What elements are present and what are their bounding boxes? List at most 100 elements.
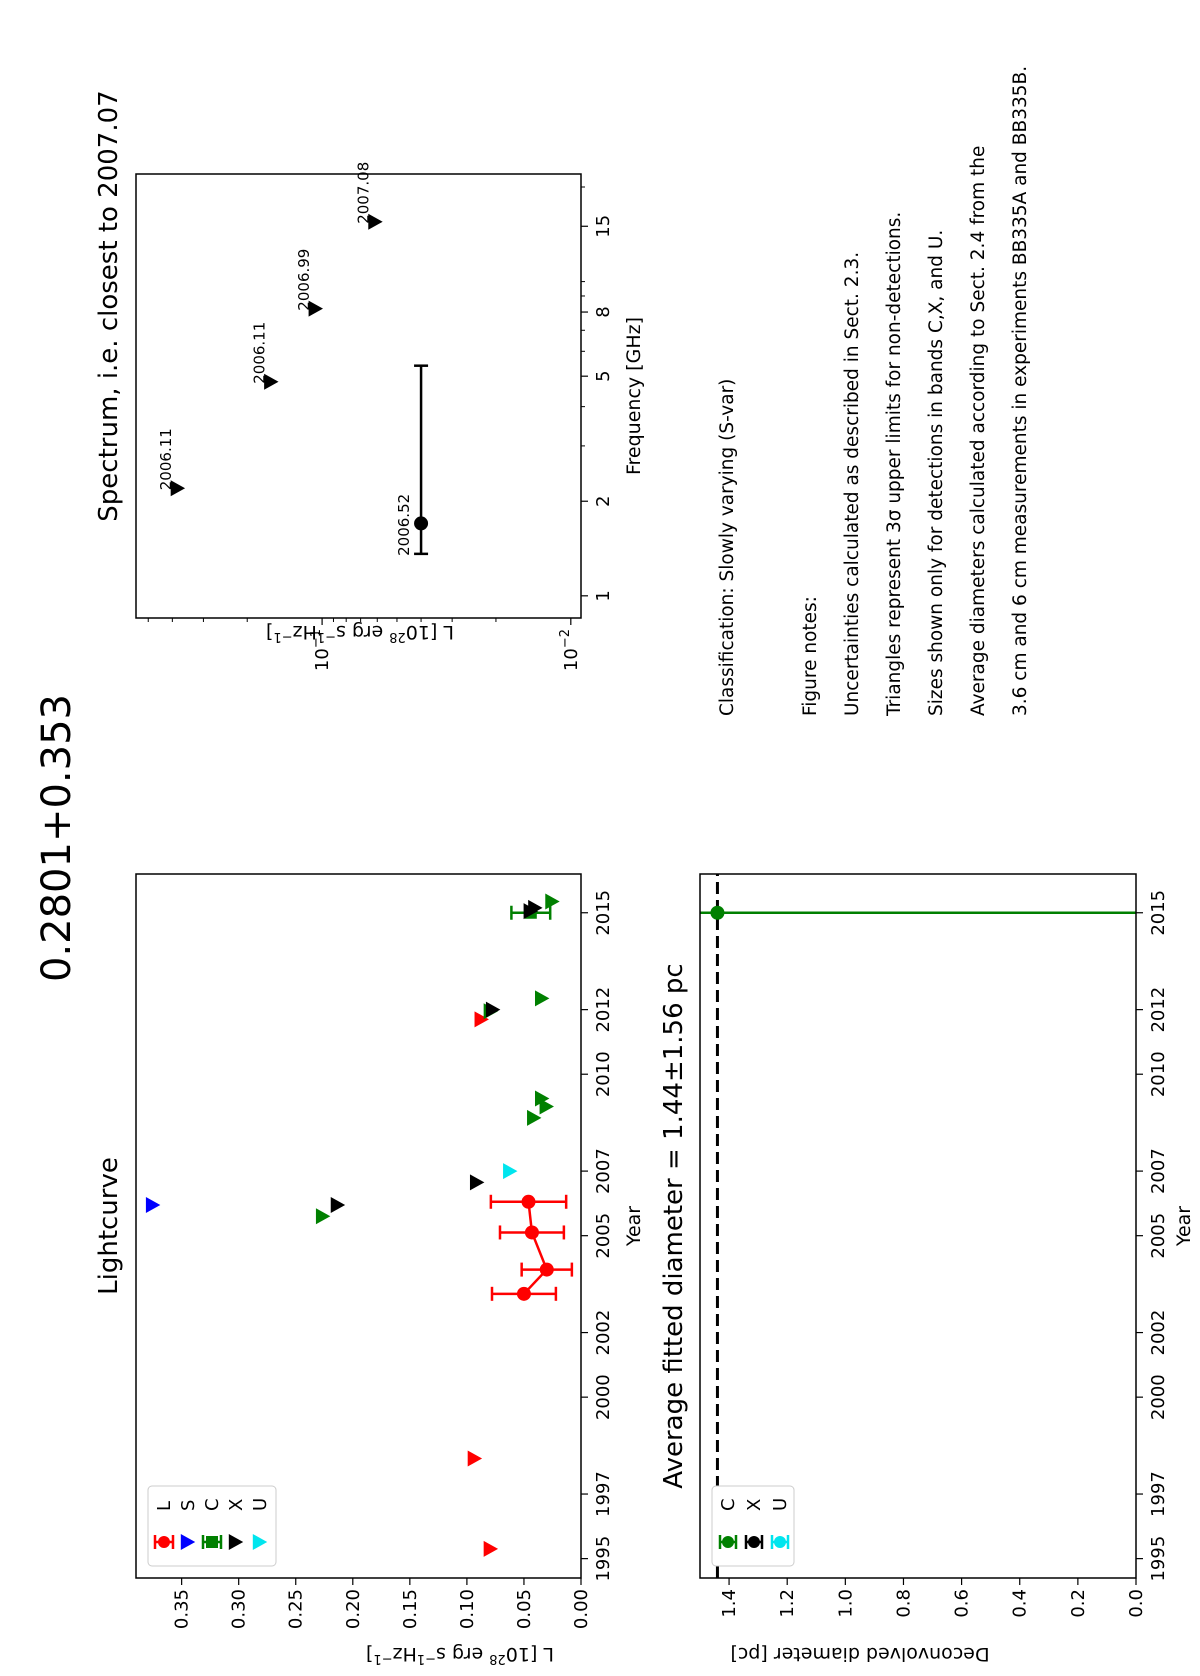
diameter-ytick-label: 0.2 bbox=[1068, 1589, 1089, 1618]
legend-X-label: X bbox=[226, 1499, 247, 1511]
diameter-legend-C-marker bbox=[722, 1536, 734, 1548]
svg-text:L [1028 erg s−1Hz−1]: L [1028 erg s−1Hz−1] bbox=[266, 621, 454, 644]
spectrum-xtick-label: 8 bbox=[593, 306, 614, 317]
lightcurve-xtick-label: 2015 bbox=[593, 890, 614, 936]
lightcurve-legend-box bbox=[147, 1485, 277, 1567]
diameter-ytick-label: 1.2 bbox=[777, 1589, 798, 1618]
spectrum-upper-limit bbox=[308, 300, 323, 317]
lightcurve-xtick-label: 2002 bbox=[593, 1310, 614, 1356]
series-L-upper-limit bbox=[467, 1450, 483, 1467]
diameter-xtick-label: 2002 bbox=[1148, 1310, 1169, 1356]
spectrum-epoch-label: 2006.11 bbox=[157, 428, 175, 490]
legend-C-label: C bbox=[202, 1498, 223, 1511]
series-L-point bbox=[539, 1262, 554, 1277]
diameter-ytick-label: 1.0 bbox=[835, 1589, 856, 1618]
legend-C-marker bbox=[206, 1536, 218, 1548]
series-C-upper-limit bbox=[545, 893, 560, 910]
spectrum-upper-limit bbox=[264, 373, 279, 390]
spectrum-epoch-label: 2007.08 bbox=[354, 162, 372, 224]
diameter-xtick-label: 2000 bbox=[1148, 1374, 1169, 1420]
diameter-legend-X-label: X bbox=[744, 1499, 765, 1511]
spectrum-epoch-label: 2006.99 bbox=[295, 249, 313, 311]
series-C-upper-limit bbox=[315, 1208, 331, 1225]
lightcurve-ytick-label: 0.25 bbox=[286, 1589, 307, 1629]
diameter-legend-U-label: U bbox=[770, 1498, 791, 1511]
series-C-upper-limit bbox=[539, 1098, 554, 1115]
series-C-upper-limit bbox=[535, 990, 550, 1007]
spectrum-xtick-label: 5 bbox=[593, 370, 614, 381]
legend-U-marker bbox=[252, 1534, 268, 1550]
diameter-xtick-label: 2012 bbox=[1148, 987, 1169, 1033]
lightcurve-ytick-label: 0.15 bbox=[400, 1589, 421, 1629]
classification-text: Classification: Slowly varying (S-var) bbox=[717, 379, 738, 716]
diameter-title: Average fitted diameter = 1.44±1.56 pc bbox=[659, 963, 689, 1488]
diameter-legend-box bbox=[711, 1485, 795, 1567]
diameter-xtick-label: 1997 bbox=[1148, 1471, 1169, 1517]
diameter-ytick-label: 0.6 bbox=[952, 1589, 973, 1618]
series-L-point bbox=[516, 1286, 531, 1301]
series-L-line bbox=[523, 1201, 549, 1295]
spectrum-frame bbox=[135, 173, 582, 619]
lightcurve-xlabel: Year bbox=[623, 1206, 645, 1247]
lightcurve-ytick-label: 0.00 bbox=[571, 1589, 592, 1629]
lightcurve-xtick-label: 2005 bbox=[593, 1213, 614, 1259]
svg-text:L [1028 erg s−1Hz−1]: L [1028 erg s−1Hz−1] bbox=[366, 1643, 554, 1666]
legend-L-label: L bbox=[154, 1501, 175, 1511]
lightcurve-ytick-label: 0.10 bbox=[457, 1589, 478, 1629]
spectrum-title: Spectrum, i.e. closest to 2007.07 bbox=[94, 90, 124, 521]
legend-U-label: U bbox=[250, 1498, 271, 1511]
diameter-ytick-label: 1.4 bbox=[719, 1589, 740, 1618]
lightcurve-xtick-label: 1997 bbox=[593, 1471, 614, 1517]
lightcurve-xtick-label: 2000 bbox=[593, 1374, 614, 1420]
diameter-xtick-label: 2010 bbox=[1148, 1051, 1169, 1097]
series-L-point bbox=[524, 1225, 539, 1240]
diameter-ytick-label: 0.8 bbox=[893, 1589, 914, 1618]
spectrum-epoch-label: 2006.52 bbox=[395, 494, 413, 556]
spectrum-xtick-label: 2 bbox=[593, 496, 614, 507]
legend-X-marker bbox=[228, 1534, 244, 1550]
diameter-frame bbox=[699, 873, 1137, 1579]
lightcurve-title: Lightcurve bbox=[94, 1157, 124, 1295]
series-C-upper-limit bbox=[527, 1109, 542, 1126]
diameter-ytick-label: 0.4 bbox=[1010, 1589, 1031, 1618]
spectrum-xtick-label: 15 bbox=[593, 215, 614, 238]
spectrum-upper-limit bbox=[170, 480, 186, 497]
diameter-legend-U-marker bbox=[774, 1536, 786, 1548]
legend-S-label: S bbox=[178, 1500, 199, 1511]
series-L-point bbox=[521, 1194, 536, 1209]
note-3: Sizes shown only for detections in bands… bbox=[926, 230, 947, 716]
diameter-legend-X-marker bbox=[748, 1536, 760, 1548]
series-C-upper-limit bbox=[535, 1090, 550, 1107]
spectrum-ytick-1e-2-label: 10−2 bbox=[558, 629, 582, 671]
notes-header: Figure notes: bbox=[800, 596, 821, 716]
diameter-xtick-label: 2007 bbox=[1148, 1148, 1169, 1194]
note-2: Triangles represent 3σ upper limits for … bbox=[884, 212, 905, 717]
series-S-upper-limit bbox=[145, 1197, 161, 1214]
note-4: Average diameters calculated according t… bbox=[968, 146, 989, 716]
lightcurve-ytick-label: 0.05 bbox=[514, 1589, 535, 1629]
diameter-panel: Average fitted diameter = 1.44±1.56 pc D… bbox=[659, 873, 1195, 1665]
series-X-upper-limit bbox=[485, 1001, 501, 1018]
lightcurve-ylabel: L [1028 erg s−1Hz−1] bbox=[366, 1643, 554, 1666]
spectrum-panel: Spectrum, i.e. closest to 2007.07 L [102… bbox=[94, 90, 645, 671]
spectrum-epoch-label: 2006.11 bbox=[250, 322, 268, 384]
lightcurve-xtick-label: 2012 bbox=[593, 987, 614, 1033]
lightcurve-xtick-label: 1995 bbox=[593, 1536, 614, 1582]
diameter-ylabel: Deconvolved diameter [pc] bbox=[730, 1643, 989, 1665]
spectrum-xtick-label: 1 bbox=[593, 590, 614, 601]
main-title: 0.2801+0.353 bbox=[34, 694, 80, 982]
series-X-upper-limit bbox=[330, 1197, 346, 1214]
series-U-upper-limit bbox=[503, 1163, 518, 1180]
spectrum-ylabel: L [1028 erg s−1Hz−1] bbox=[266, 621, 454, 644]
diameter-xtick-label: 2005 bbox=[1148, 1213, 1169, 1259]
legend-S-marker bbox=[180, 1534, 196, 1550]
lightcurve-ytick-label: 0.35 bbox=[172, 1589, 193, 1629]
series-L-upper-limit bbox=[474, 1011, 489, 1028]
diameter-ytick-label: 0.0 bbox=[1126, 1589, 1147, 1618]
legend-L-marker bbox=[158, 1536, 170, 1548]
notes-block: Classification: Slowly varying (S-var) F… bbox=[717, 66, 1031, 717]
diameter-legend-C-label: C bbox=[718, 1498, 739, 1511]
series-X-upper-limit bbox=[469, 1174, 485, 1191]
